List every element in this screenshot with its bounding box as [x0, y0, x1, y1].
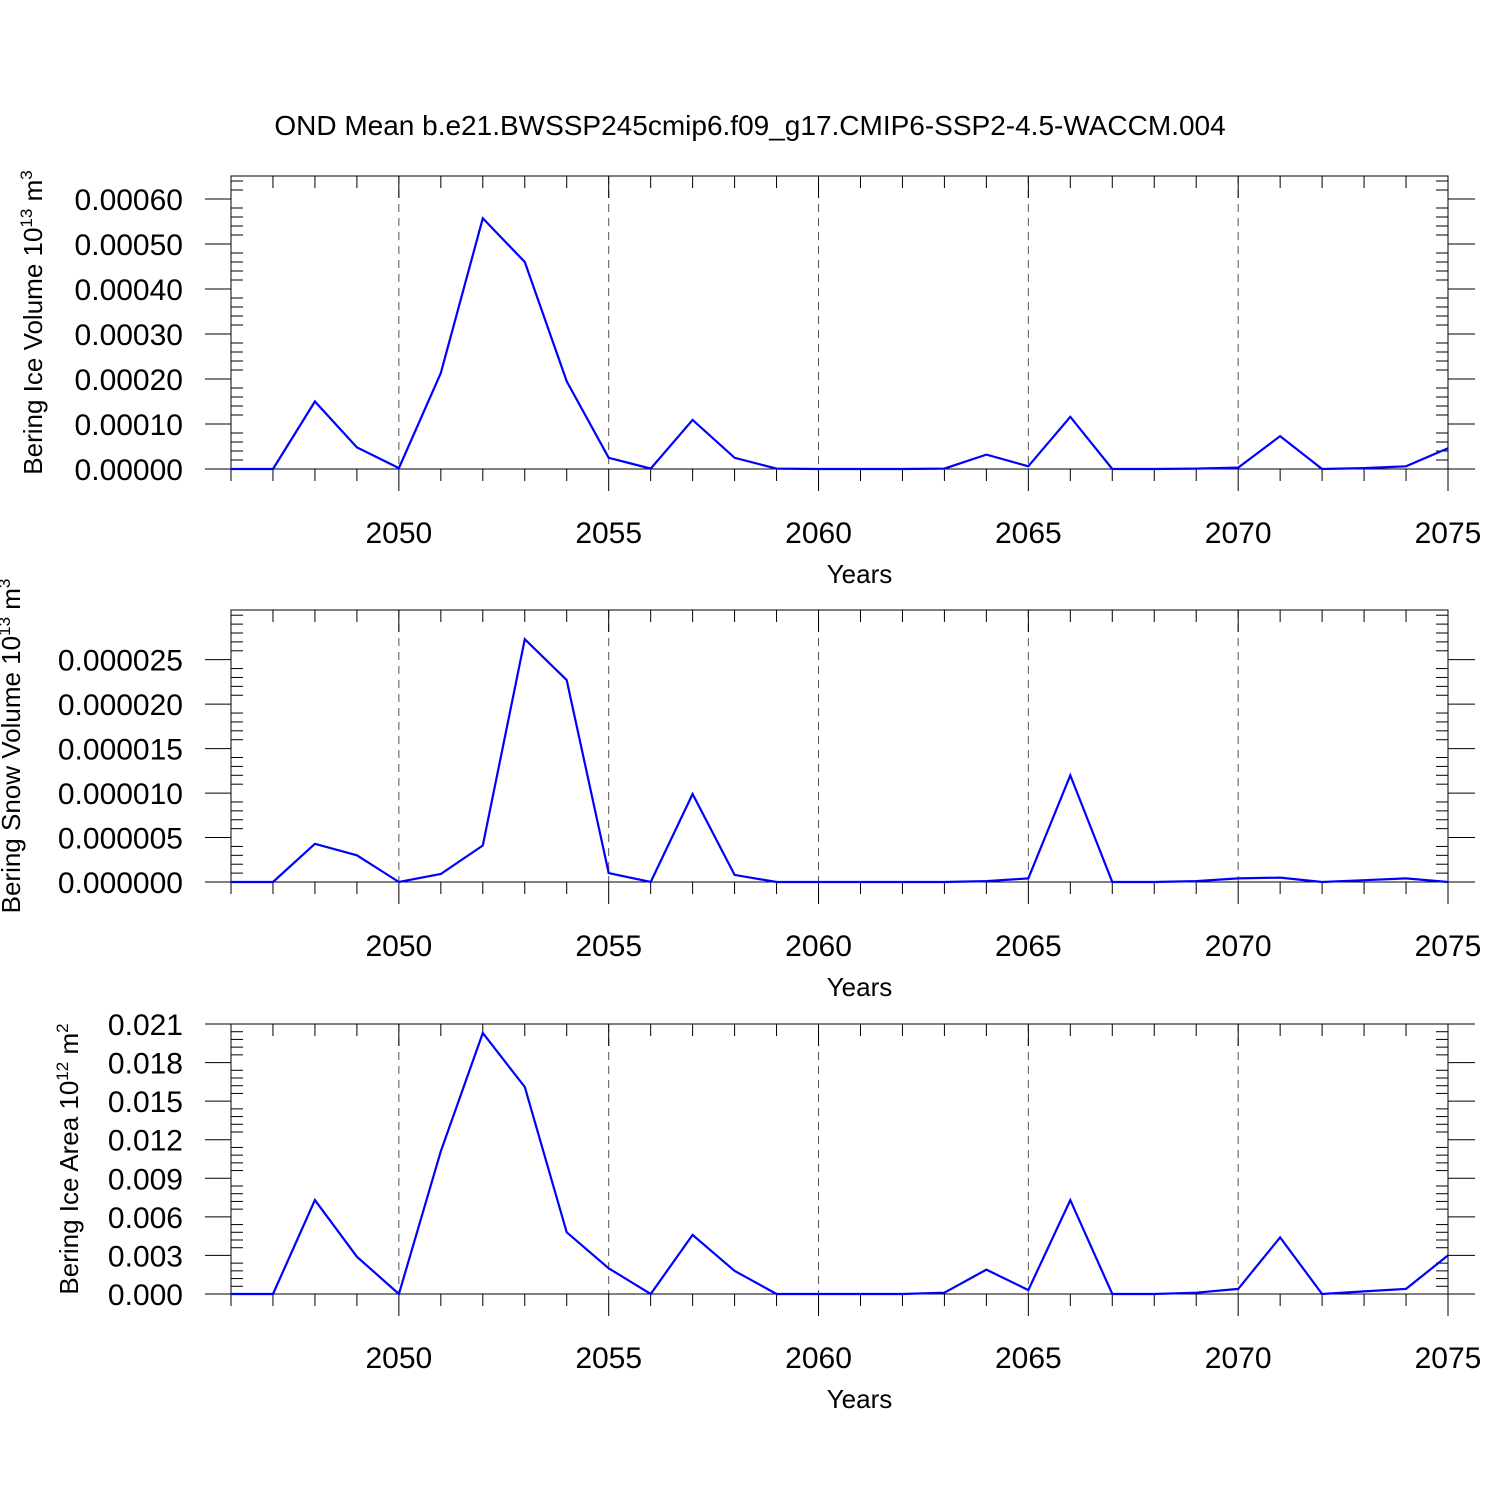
y-tick-label: 0.000010	[58, 778, 183, 811]
panel-3: 0.000 0.003 0.006 0.009 0.012 0.015 0.018 0.021…	[53, 1009, 1481, 1414]
y-tick-label: 0.000020	[58, 689, 183, 722]
x-tick-label: 2050	[365, 930, 432, 963]
x-tick-label: 2060	[785, 930, 852, 963]
y-tick-label: 0.000005	[58, 823, 183, 856]
series-line	[231, 1030, 1449, 1296]
y-axis-title-main: Bering Ice Area 10	[54, 1081, 84, 1295]
x-tick-label: 2075	[1415, 1342, 1482, 1375]
y-axis-title: Bering Ice Volume 1013 m3	[17, 170, 48, 474]
y-axis-title-unit: m	[18, 180, 48, 209]
plot-frame	[230, 175, 1449, 470]
y-tick-label: 0.012	[108, 1125, 183, 1158]
x-tick-label: 2050	[365, 1342, 432, 1375]
x-tick-label: 2075	[1415, 930, 1482, 963]
x-tick-label: 2070	[1205, 1342, 1272, 1375]
x-axis-title: Years	[827, 972, 893, 1002]
y-axis-title-exponent: 13	[0, 617, 14, 636]
panels: 0.00000 0.00010 0.00020 0.00030 0.00040 0.000…	[0, 170, 1481, 1414]
series-line	[231, 216, 1449, 471]
x-tick-label: 2055	[575, 1342, 642, 1375]
y-axis-title: Bering Ice Area 1012 m2	[53, 1023, 84, 1294]
y-tick-label: 0.00040	[75, 274, 183, 307]
x-tick-label: 2060	[785, 517, 852, 550]
y-tick-label: 0.018	[108, 1048, 183, 1081]
y-tick-label: 0.021	[108, 1009, 183, 1042]
y-axis-title-unit-exponent: 2	[53, 1023, 72, 1032]
plot-frame	[230, 1023, 1449, 1295]
y-tick-label: 0.00010	[75, 409, 183, 442]
y-tick-label: 0.009	[108, 1163, 183, 1196]
y-axis-title-unit-exponent: 3	[17, 170, 36, 179]
x-tick-label: 2065	[995, 1342, 1062, 1375]
y-axis-title-main: Bering Snow Volume 10	[0, 636, 26, 914]
y-tick-label: 0.003	[108, 1240, 183, 1273]
x-tick-label: 2070	[1205, 517, 1272, 550]
y-tick-label: 0.00020	[75, 364, 183, 397]
panel-2: 0.000000 0.000005 0.000010 0.000015 0.000020…	[0, 579, 1481, 1002]
y-tick-label: 0.000000	[58, 867, 183, 900]
y-tick-label: 0.00050	[75, 229, 183, 262]
x-axis-title: Years	[827, 1384, 893, 1414]
x-tick-label: 2060	[785, 1342, 852, 1375]
chart-title: OND Mean b.e21.BWSSP245cmip6.f09_g17.CMI…	[274, 110, 1225, 141]
y-axis-title: Bering Snow Volume 1013 m3	[0, 579, 26, 914]
x-tick-label: 2055	[575, 517, 642, 550]
panel-1: 0.00000 0.00010 0.00020 0.00030 0.00040 0.000…	[17, 170, 1481, 589]
x-tick-label: 2070	[1205, 930, 1272, 963]
y-tick-label: 0.015	[108, 1086, 183, 1119]
y-axis-title-main: Bering Ice Volume 10	[18, 228, 48, 475]
y-tick-label: 0.000	[108, 1279, 183, 1312]
y-tick-label: 0.00000	[75, 454, 183, 487]
y-tick-label: 0.000025	[58, 645, 183, 678]
y-axis-title-exponent: 12	[53, 1062, 72, 1081]
x-tick-label: 2075	[1415, 517, 1482, 550]
series-line	[231, 637, 1449, 884]
x-tick-label: 2050	[365, 517, 432, 550]
x-tick-label: 2055	[575, 930, 642, 963]
x-tick-label: 2065	[995, 517, 1062, 550]
x-axis-title: Years	[827, 559, 893, 589]
y-tick-label: 0.00060	[75, 184, 183, 217]
y-tick-label: 0.00030	[75, 319, 183, 352]
y-axis-title-unit-exponent: 3	[0, 579, 14, 588]
y-axis-title-unit: m	[54, 1033, 84, 1062]
y-tick-label: 0.000015	[58, 734, 183, 767]
plot-frame	[230, 609, 1449, 883]
y-axis-title-unit: m	[0, 588, 26, 617]
y-tick-label: 0.006	[108, 1202, 183, 1235]
y-axis-title-exponent: 13	[17, 209, 36, 228]
x-tick-label: 2065	[995, 930, 1062, 963]
